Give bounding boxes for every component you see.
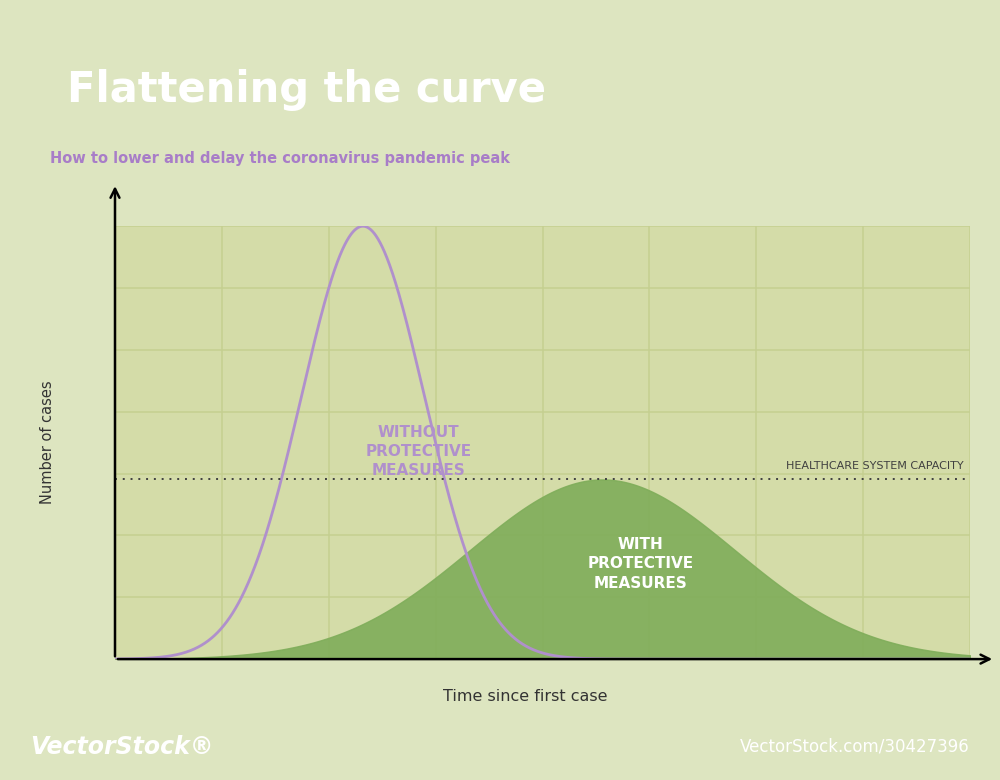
Text: HEALTHCARE SYSTEM CAPACITY: HEALTHCARE SYSTEM CAPACITY: [786, 461, 963, 471]
Text: Time since first case: Time since first case: [443, 689, 608, 704]
Text: VectorStock®: VectorStock®: [30, 735, 214, 759]
Text: VectorStock.com/30427396: VectorStock.com/30427396: [740, 738, 970, 756]
Text: Flattening the curve: Flattening the curve: [67, 69, 546, 111]
Text: WITH
PROTECTIVE
MEASURES: WITH PROTECTIVE MEASURES: [588, 537, 694, 590]
Text: How to lower and delay the coronavirus pandemic peak: How to lower and delay the coronavirus p…: [50, 151, 510, 166]
Text: Number of cases: Number of cases: [40, 381, 54, 505]
Text: WITHOUT
PROTECTIVE
MEASURES: WITHOUT PROTECTIVE MEASURES: [365, 424, 472, 478]
